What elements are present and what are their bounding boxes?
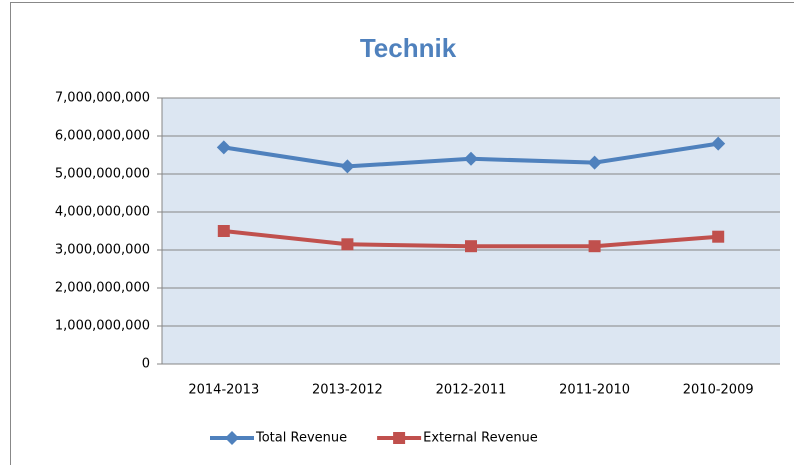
data-point bbox=[217, 225, 230, 237]
data-point bbox=[464, 151, 478, 166]
x-tick-label: 2011-2010 bbox=[559, 383, 630, 398]
x-tick-label: 2014-2013 bbox=[188, 383, 259, 398]
plot-area bbox=[162, 98, 780, 364]
data-point bbox=[587, 155, 602, 170]
y-tick-label: 7,000,000,000 bbox=[55, 91, 150, 106]
legend-marker bbox=[393, 432, 406, 444]
data-point bbox=[465, 240, 477, 253]
data-point bbox=[711, 136, 726, 151]
y-tick-label: 2,000,000,000 bbox=[55, 281, 150, 296]
data-point bbox=[712, 230, 725, 243]
x-tick-label: 2010-2009 bbox=[683, 383, 754, 398]
y-tick-label: 0 bbox=[142, 357, 150, 372]
y-tick-label: 3,000,000,000 bbox=[55, 243, 150, 258]
data-point bbox=[216, 140, 231, 155]
data-point bbox=[340, 159, 355, 174]
legend-marker bbox=[225, 431, 239, 445]
x-tick-label: 2013-2012 bbox=[312, 383, 383, 398]
legend-label: Total Revenue bbox=[255, 431, 347, 446]
y-tick-label: 5,000,000,000 bbox=[55, 167, 150, 182]
y-tick-label: 4,000,000,000 bbox=[55, 205, 150, 220]
data-point bbox=[588, 240, 601, 253]
chart-title: Technik bbox=[360, 33, 457, 63]
y-tick-label: 1,000,000,000 bbox=[55, 319, 150, 334]
x-tick-label: 2012-2011 bbox=[436, 383, 507, 398]
data-point bbox=[341, 238, 354, 251]
y-tick-label: 6,000,000,000 bbox=[55, 129, 150, 144]
legend-label: External Revenue bbox=[423, 431, 538, 446]
